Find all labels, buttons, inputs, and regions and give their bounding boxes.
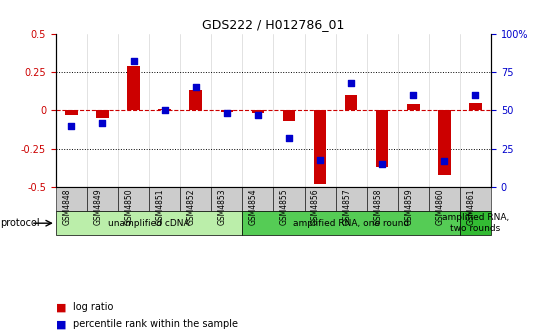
Bar	[96, 111, 109, 118]
Bar	[438, 111, 451, 175]
Point	[316, 157, 325, 162]
Bar	[273, 187, 305, 211]
Bar	[314, 111, 326, 184]
Text: log ratio: log ratio	[73, 302, 113, 312]
Bar	[211, 187, 242, 211]
Bar	[127, 66, 140, 111]
Bar	[56, 211, 242, 235]
Bar	[345, 95, 357, 111]
Title: GDS222 / H012786_01: GDS222 / H012786_01	[202, 18, 345, 31]
Text: GSM4851: GSM4851	[156, 188, 165, 225]
Bar	[398, 187, 429, 211]
Text: ■: ■	[56, 302, 66, 312]
Point	[222, 111, 231, 116]
Point	[98, 120, 107, 125]
Text: GSM4854: GSM4854	[249, 188, 258, 225]
Bar	[242, 211, 460, 235]
Text: amplified RNA,
two rounds: amplified RNA, two rounds	[442, 213, 509, 233]
Bar	[367, 187, 398, 211]
Point	[471, 92, 480, 98]
Text: amplified RNA, one round: amplified RNA, one round	[293, 219, 409, 228]
Point	[378, 162, 387, 167]
Bar	[220, 111, 233, 112]
Bar	[376, 111, 388, 167]
Text: GSM4858: GSM4858	[373, 188, 382, 225]
Point	[191, 85, 200, 90]
Text: GSM4853: GSM4853	[218, 188, 227, 225]
Bar	[118, 187, 149, 211]
Bar	[56, 187, 87, 211]
Bar	[87, 187, 118, 211]
Bar	[429, 187, 460, 211]
Text: GSM4859: GSM4859	[405, 188, 413, 225]
Text: protocol: protocol	[0, 218, 40, 228]
Bar	[180, 187, 211, 211]
Point	[67, 123, 76, 128]
Point	[285, 135, 294, 141]
Point	[253, 112, 262, 118]
Point	[440, 158, 449, 164]
Bar	[335, 187, 367, 211]
Text: GSM4856: GSM4856	[311, 188, 320, 225]
Text: GSM4860: GSM4860	[435, 188, 444, 225]
Bar	[158, 109, 171, 111]
Bar	[460, 211, 491, 235]
Bar	[252, 111, 264, 114]
Text: GSM4855: GSM4855	[280, 188, 289, 225]
Bar	[242, 187, 273, 211]
Bar	[460, 187, 491, 211]
Text: percentile rank within the sample: percentile rank within the sample	[73, 319, 238, 329]
Bar	[283, 111, 295, 121]
Point	[409, 92, 418, 98]
Text: GSM4857: GSM4857	[342, 188, 351, 225]
Text: ■: ■	[56, 319, 66, 329]
Text: unamplified cDNA: unamplified cDNA	[108, 219, 190, 228]
Bar	[469, 103, 482, 111]
Bar	[305, 187, 335, 211]
Point	[347, 80, 355, 85]
Bar	[149, 187, 180, 211]
Bar	[407, 104, 420, 111]
Point	[129, 58, 138, 64]
Text: GSM4850: GSM4850	[124, 188, 133, 225]
Point	[160, 108, 169, 113]
Text: GSM4852: GSM4852	[187, 188, 196, 225]
Text: GSM4861: GSM4861	[466, 188, 475, 225]
Text: GSM4849: GSM4849	[93, 188, 103, 225]
Bar	[190, 90, 202, 111]
Bar	[65, 111, 78, 115]
Text: GSM4848: GSM4848	[62, 188, 71, 225]
